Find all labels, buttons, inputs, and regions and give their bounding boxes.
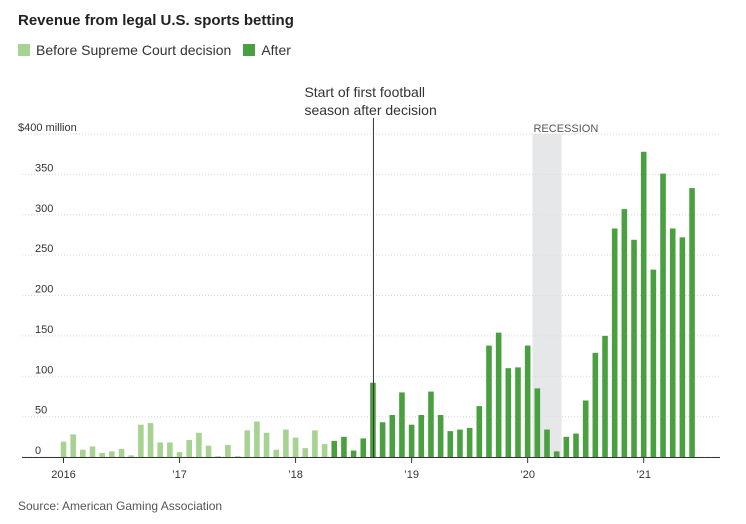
annotation-text: Start of first football	[304, 84, 425, 100]
bar-before	[312, 430, 318, 457]
bar-before	[225, 444, 231, 457]
bar-after	[611, 228, 618, 457]
bar-after	[341, 436, 347, 457]
bar-after	[650, 269, 657, 457]
bar-after	[573, 433, 579, 457]
legend-label-after: After	[261, 42, 291, 58]
bar-before	[292, 437, 299, 457]
bar-before	[167, 442, 173, 457]
source-note: Source: American Gaming Association	[18, 499, 223, 513]
bar-before	[273, 449, 280, 457]
legend-swatch-after	[243, 44, 256, 56]
bar-after	[544, 429, 550, 457]
bar-after	[437, 415, 444, 457]
y-tick-label: 150	[35, 324, 53, 336]
bar-after	[592, 352, 599, 457]
bar-after	[515, 367, 521, 457]
bar-after	[505, 368, 512, 457]
bar-before	[99, 452, 105, 457]
x-tick-label: ’20	[520, 469, 535, 481]
bar-before	[176, 452, 183, 457]
legend-item-after: After	[243, 42, 291, 58]
y-tick-label: 250	[35, 243, 53, 255]
y-tick-label: 0	[35, 445, 41, 457]
y-tick-label: 300	[35, 203, 53, 215]
x-tick-label: 2016	[51, 469, 75, 481]
legend-swatch-before	[18, 44, 30, 56]
bar-before	[244, 430, 251, 457]
bar-after	[582, 400, 589, 457]
bar-after	[360, 438, 367, 457]
bar-before	[118, 448, 125, 457]
bar-after	[466, 427, 473, 457]
bar-after	[640, 151, 647, 457]
bar-after	[457, 429, 463, 457]
bar-after	[408, 424, 415, 457]
bar-after	[486, 345, 492, 457]
bar-after	[428, 391, 434, 457]
bar-before	[196, 432, 202, 457]
x-tick-label: ’18	[288, 469, 303, 481]
bar-after	[534, 388, 541, 457]
bar-before	[70, 434, 76, 457]
bar-after	[553, 451, 560, 457]
legend-label-before: Before Supreme Court decision	[36, 42, 232, 58]
bar-before	[215, 456, 222, 457]
legend-item-before: Before Supreme Court decision	[18, 42, 231, 58]
y-tick-label: 100	[35, 364, 53, 376]
bar-after	[660, 173, 666, 457]
bar-after	[563, 436, 570, 457]
bar-before	[147, 423, 154, 457]
bar-before	[80, 449, 86, 457]
x-tick-label: ’21	[636, 469, 651, 481]
bar-after	[331, 440, 338, 457]
bar-after	[631, 239, 637, 457]
bar-after	[350, 450, 357, 457]
bar-before	[138, 424, 144, 457]
bar-after	[524, 345, 531, 457]
bar-after	[621, 209, 628, 457]
bar-before	[157, 442, 163, 457]
bar-before	[254, 421, 260, 457]
bar-before	[302, 448, 309, 457]
y-unit-label: $400 million	[18, 122, 77, 134]
bar-before	[109, 451, 115, 457]
y-tick-label: 350	[35, 162, 53, 174]
y-tick-label: 200	[35, 284, 53, 296]
bar-after	[689, 188, 695, 458]
bar-after	[679, 237, 686, 457]
bar-after	[399, 392, 405, 457]
y-tick-label: 50	[35, 405, 47, 417]
bar-after	[669, 228, 676, 457]
chart-title: Revenue from legal U.S. sports betting	[18, 12, 294, 29]
bar-before	[321, 444, 328, 457]
bar-after	[389, 415, 396, 457]
recession-label: RECESSION	[533, 123, 598, 135]
bar-before	[60, 441, 67, 457]
x-tick-label: ’17	[172, 469, 187, 481]
bar-before	[186, 440, 193, 457]
bar-before	[128, 455, 134, 457]
bar-after	[418, 415, 425, 457]
bar-before	[263, 432, 270, 457]
bar-after	[495, 332, 502, 457]
annotation-text: season after decision	[304, 102, 436, 118]
bar-before	[283, 429, 289, 457]
bar-before	[89, 446, 96, 457]
bar-after	[602, 335, 608, 457]
bar-after	[447, 431, 454, 457]
bar-after	[476, 406, 483, 457]
bar-after	[379, 422, 386, 457]
bar-before	[234, 456, 241, 457]
x-tick-label: ’19	[404, 469, 419, 481]
legend: Before Supreme Court decision After	[18, 42, 303, 58]
bar-before	[205, 445, 212, 457]
